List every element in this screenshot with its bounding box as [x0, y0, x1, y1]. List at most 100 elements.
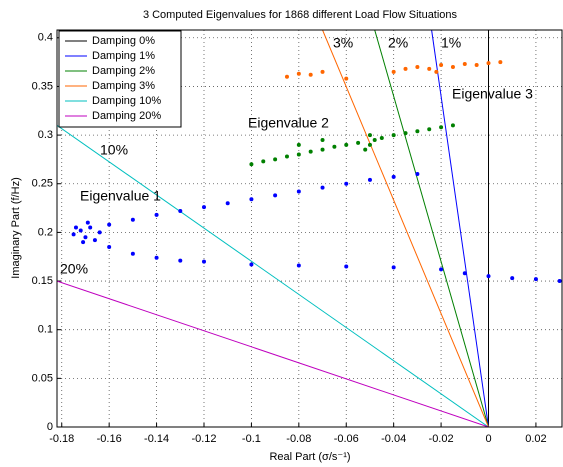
x-tick-label: -0.12	[191, 433, 216, 445]
y-tick-label: 0.1	[38, 324, 53, 336]
eigenvalue-point	[308, 72, 313, 77]
eigenvalue-point	[415, 129, 420, 134]
eigenvalue-point	[415, 172, 420, 177]
annotation: 3%	[333, 35, 353, 51]
y-tick-label: 0.2	[38, 226, 53, 238]
eigenvalue-point	[344, 76, 349, 81]
eigenvalue-point	[201, 259, 206, 264]
plot-content	[57, 30, 562, 427]
eigenvalue-point	[284, 74, 289, 79]
eigenvalue-point	[427, 66, 432, 71]
legend-label: Damping 10%	[92, 95, 161, 107]
eigenvalue-point	[391, 265, 396, 270]
eigenvalue-point	[391, 69, 396, 74]
eigenvalue-point	[178, 258, 183, 263]
eigenvalue-point	[81, 240, 86, 245]
eigenvalue-point	[107, 244, 112, 249]
eigenvalue-point	[363, 147, 368, 152]
y-axis-label: Imaginary Part (f/Hz)	[10, 177, 22, 278]
eigenvalue-point	[320, 147, 325, 152]
eigenvalue-point	[344, 142, 349, 147]
eigenvalue-point	[130, 217, 135, 222]
eigenvalue-point	[486, 274, 491, 279]
eigenvalue-point	[320, 137, 325, 142]
chart-title: 3 Computed Eigenvalues for 1868 differen…	[143, 9, 458, 21]
damping-line	[374, 30, 489, 427]
eigenvalue-point	[73, 225, 78, 230]
eigenvalue-point	[296, 152, 301, 157]
legend-label: Damping 2%	[92, 65, 155, 77]
y-tick-label: 0.25	[32, 178, 53, 190]
eigenvalue-point	[533, 277, 538, 282]
legend-label: Damping 0%	[92, 35, 155, 47]
eigenvalue-point	[510, 276, 515, 281]
eigenvalue-point	[403, 131, 408, 136]
eigenvalue-point	[249, 262, 254, 267]
legend-box	[58, 30, 182, 128]
eigenvalue-point	[439, 63, 444, 68]
annotation: Eigenvalue 3	[452, 86, 533, 102]
eigenvalue-point	[462, 271, 467, 276]
damping-line	[431, 30, 489, 427]
x-tick-label: -0.14	[144, 433, 169, 445]
legend-label: Damping 3%	[92, 80, 155, 92]
eigenvalue-point	[391, 174, 396, 179]
eigenvalue-point	[391, 133, 396, 138]
x-tick-label: 0.02	[525, 433, 546, 445]
x-tick-label: -0.06	[334, 433, 359, 445]
eigenvalue-point	[320, 185, 325, 190]
eigenvalue-point	[97, 230, 102, 235]
eigenvalue-point	[356, 140, 361, 145]
eigenvalue-point	[78, 228, 83, 233]
annotation: 2%	[388, 35, 408, 51]
eigenvalue-point	[154, 212, 159, 217]
annotation: 10%	[100, 142, 128, 158]
eigenvalue-point	[249, 162, 254, 167]
eigenvalue-point	[367, 142, 372, 147]
annotation: Eigenvalue 1	[80, 188, 161, 204]
eigenvalue-point	[85, 220, 90, 225]
eigenvalue-point	[249, 197, 254, 202]
eigenvalue-point	[296, 142, 301, 147]
legend-label: Damping 1%	[92, 50, 155, 62]
eigenvalue-point	[154, 255, 159, 260]
eigenvalue-point	[474, 63, 479, 68]
damping-line	[57, 124, 489, 427]
y-tick-label: 0.35	[32, 80, 53, 92]
eigenvalue-point	[403, 66, 408, 71]
eigenvalue-point	[320, 69, 325, 74]
legend-label: Damping 20%	[92, 110, 161, 122]
y-tick-label: 0.05	[32, 372, 53, 384]
y-tick-label: 0.4	[38, 32, 53, 44]
eigenvalue-point	[344, 264, 349, 269]
eigenvalue-point	[439, 267, 444, 272]
eigenvalue-point	[107, 222, 112, 227]
eigenvalue-point	[557, 279, 562, 284]
eigenvalue-point	[130, 251, 135, 256]
eigenvalue-point	[83, 235, 88, 240]
eigenvalue-point	[498, 60, 503, 65]
eigenvalue-point	[439, 125, 444, 130]
annotation: 20%	[60, 261, 88, 277]
eigenvalue-point	[284, 154, 289, 159]
axes-box	[56, 29, 563, 428]
eigenvalue-point	[434, 69, 439, 74]
eigenvalue-point	[201, 205, 206, 210]
y-tick-label: 0	[47, 421, 53, 433]
eigenvalue-point	[450, 123, 455, 128]
eigenvalue-point	[296, 263, 301, 268]
x-tick-label: -0.16	[97, 433, 122, 445]
eigenvalue-point	[261, 159, 266, 164]
eigenvalue-point	[296, 189, 301, 194]
y-tick-label: 0.15	[32, 275, 53, 287]
eigenvalue-point	[332, 144, 337, 149]
x-tick-label: -0.08	[286, 433, 311, 445]
damping-line	[57, 280, 489, 427]
eigenvalue-point	[308, 149, 313, 154]
annotation: Eigenvalue 2	[248, 115, 329, 131]
eigenvalue-point	[450, 64, 455, 69]
eigenvalue-point	[415, 64, 420, 69]
damping-line	[322, 30, 489, 427]
annotation: 1%	[441, 35, 461, 51]
